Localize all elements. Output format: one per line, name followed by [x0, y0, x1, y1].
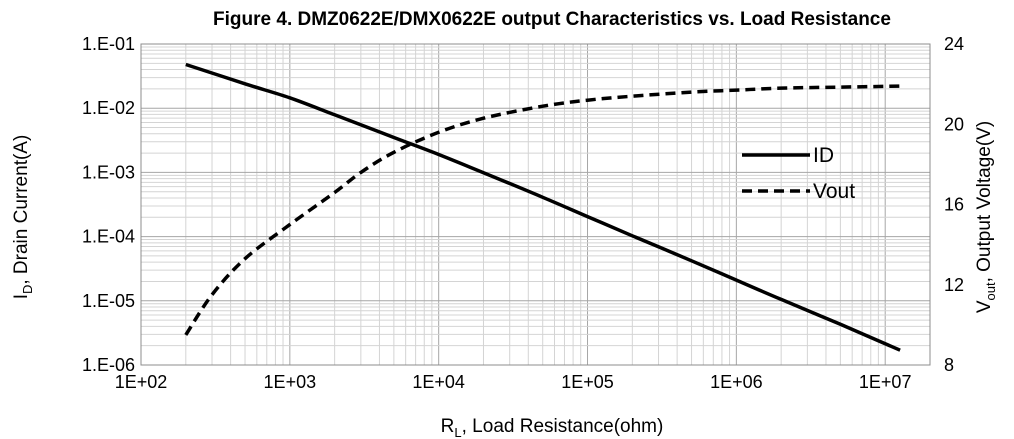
x-axis: 1E+02 1E+03 1E+04 1E+05 1E+06 1E+07: [115, 372, 912, 392]
y-right-tick-label: 16: [944, 195, 964, 215]
y-axis-left: 1.E-01 1.E-02 1.E-03 1.E-04 1.E-05 1.E-06: [82, 34, 135, 375]
legend-label-id: ID: [813, 144, 834, 167]
x-tick-label: 1E+07: [859, 372, 912, 392]
y-axis-right: 24 20 16 12 8: [944, 34, 964, 375]
series-line-id: [185, 62, 901, 352]
series-line-vout: [184, 84, 901, 336]
grid: [140, 44, 931, 366]
x-tick-label: 1E+06: [710, 372, 763, 392]
legend-label-vout: Vout: [813, 180, 855, 203]
y-right-tick-label: 24: [944, 34, 964, 54]
y-left-tick-label: 1.E-05: [82, 291, 135, 311]
y-left-tick-label: 1.E-01: [82, 34, 135, 54]
x-tick-label: 1E+05: [561, 372, 614, 392]
plot-area: [140, 43, 931, 366]
y-left-tick-label: 1.E-06: [82, 355, 135, 375]
series-layer: [184, 62, 901, 352]
y-axis-left-label: ID, Drain Current(A): [11, 135, 35, 300]
x-tick-label: 1E+02: [115, 372, 168, 392]
y-axis-right-label: Vout, Output Voltage(V): [974, 121, 998, 313]
x-tick-label: 1E+04: [412, 372, 465, 392]
x-tick-label: 1E+03: [264, 372, 317, 392]
legend: ID Vout: [742, 144, 855, 203]
y-right-tick-label: 20: [944, 114, 964, 134]
y-right-tick-label: 8: [944, 355, 954, 375]
y-left-tick-label: 1.E-03: [82, 162, 135, 182]
x-axis-label: RL, Load Resistance(ohm): [441, 416, 664, 439]
y-right-tick-label: 12: [944, 275, 964, 295]
chart-title: Figure 4. DMZ0622E/DMX0622E output Chara…: [213, 9, 891, 30]
y-left-tick-label: 1.E-02: [82, 98, 135, 118]
y-left-tick-label: 1.E-04: [82, 227, 135, 247]
